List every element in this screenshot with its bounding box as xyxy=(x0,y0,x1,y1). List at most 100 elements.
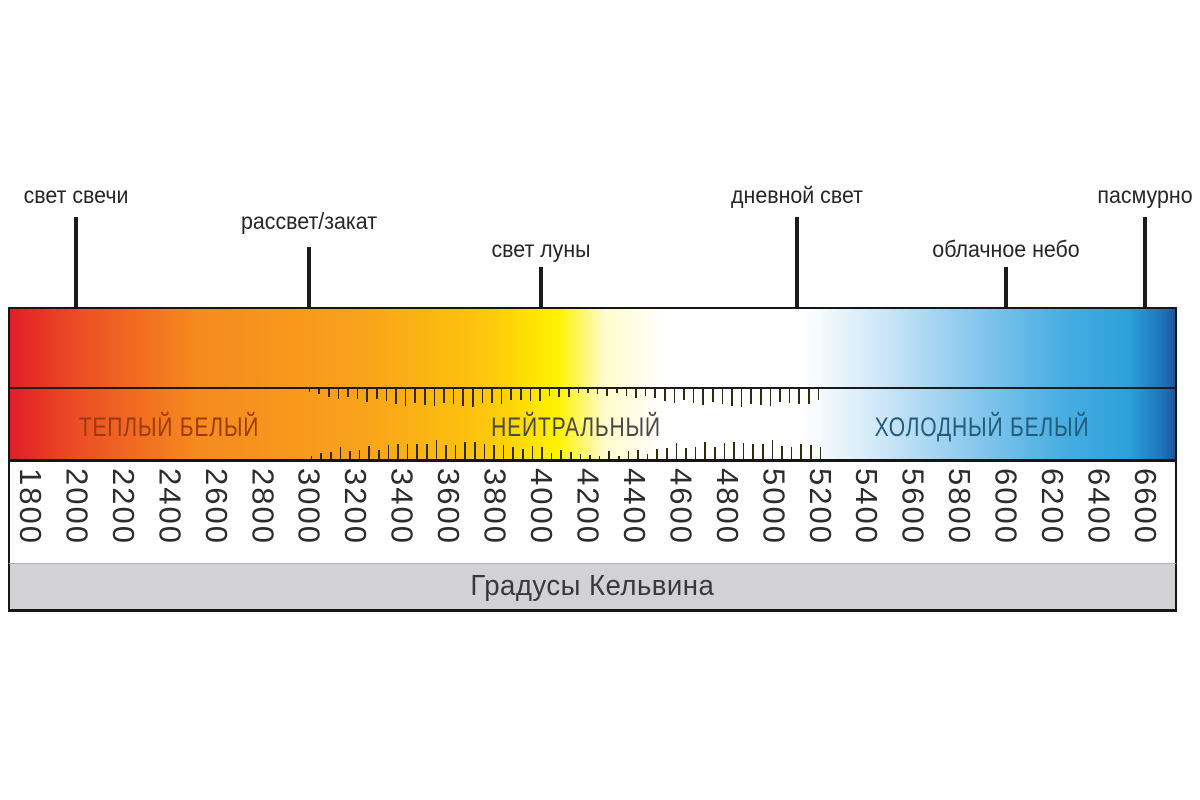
kelvin-tick-label: 4600 xyxy=(663,468,699,545)
tick-top xyxy=(606,389,609,396)
kelvin-tick-label: 5200 xyxy=(802,468,838,545)
tick-top xyxy=(462,389,465,406)
tick-bottom xyxy=(483,443,486,459)
tick-bottom xyxy=(781,445,783,459)
bar-divider-line xyxy=(10,387,1175,389)
tick-bottom xyxy=(704,442,707,459)
tick-bottom xyxy=(819,446,822,459)
tick-bottom xyxy=(742,442,745,459)
tick-top xyxy=(625,389,628,396)
tick-bottom xyxy=(790,446,793,459)
tick-bottom xyxy=(435,440,438,459)
kelvin-tick-label: 3800 xyxy=(477,468,513,545)
tick-bottom xyxy=(579,453,582,459)
tick-top xyxy=(702,389,705,405)
kelvin-tick-label: 5800 xyxy=(942,468,978,545)
zone-label: ТЕПЛЫЙ БЕЛЫЙ xyxy=(79,412,260,442)
figure: ТЕПЛЫЙ БЕЛЫЙ НЕЙТРАЛЬНЫЙ ХОЛОДНЫЙ БЕЛЫЙ 18… xyxy=(8,307,1177,612)
tick-top xyxy=(375,389,378,400)
tick-bottom xyxy=(733,442,735,459)
tick-top xyxy=(673,389,676,404)
tick-bottom xyxy=(550,453,553,459)
tick-top xyxy=(788,389,791,403)
kelvin-tick-label: 4800 xyxy=(709,468,745,545)
tick-top xyxy=(318,389,321,395)
marker-label: пасмурно xyxy=(1097,182,1193,208)
kelvin-tick-label: 5400 xyxy=(849,468,885,545)
kelvin-tick-label: 1800 xyxy=(13,468,48,545)
kelvin-tick-label: 6600 xyxy=(1127,468,1163,545)
tick-top xyxy=(337,389,340,400)
tick-bottom xyxy=(320,453,323,459)
tick-bottom xyxy=(809,444,812,459)
marker-leader-line xyxy=(306,247,311,348)
tick-top xyxy=(366,389,369,402)
tick-top xyxy=(567,389,570,398)
marker-label: дневной свет xyxy=(730,182,863,208)
tick-top xyxy=(327,389,330,397)
tick-top xyxy=(548,389,551,397)
tick-top xyxy=(423,389,426,405)
tick-top xyxy=(443,389,445,403)
kelvin-tick-label: 2800 xyxy=(245,468,281,545)
kelvin-tick-label: 2400 xyxy=(152,468,188,545)
marker-label: свет свечи xyxy=(24,182,129,208)
unit-label: Градусы Кельвина xyxy=(470,570,715,602)
tick-top xyxy=(635,389,637,399)
tick-bottom xyxy=(694,446,697,459)
tick-top xyxy=(510,389,513,400)
tick-bottom xyxy=(752,443,755,459)
tick-top xyxy=(798,389,801,404)
tick-top xyxy=(692,389,695,403)
kelvin-tick-label: 5000 xyxy=(756,468,792,545)
kelvin-tick-label: 3200 xyxy=(338,468,374,545)
tick-bottom xyxy=(569,451,572,459)
tick-top xyxy=(414,389,417,403)
tick-top xyxy=(404,389,407,406)
kelvin-tick-label: 2200 xyxy=(105,468,141,545)
tick-top xyxy=(740,389,743,408)
tick-bottom xyxy=(637,449,639,459)
tick-top xyxy=(663,389,666,401)
tick-top xyxy=(711,389,714,402)
tick-bottom xyxy=(685,447,687,459)
tick-top xyxy=(807,389,810,405)
tick-bottom xyxy=(713,446,716,459)
tick-bottom xyxy=(560,450,563,459)
tick-bottom xyxy=(339,447,342,459)
kelvin-tick-label: 5600 xyxy=(895,468,931,545)
tick-top xyxy=(654,389,657,399)
kelvin-tick-label: 3000 xyxy=(291,468,327,545)
tick-top xyxy=(721,389,724,404)
tick-bottom xyxy=(425,444,428,459)
tick-top xyxy=(529,389,532,401)
tick-bottom xyxy=(521,448,524,459)
kelvin-tick-label: 3600 xyxy=(431,468,467,545)
color-temperature-gradient-bar: ТЕПЛЫЙ БЕЛЫЙ НЕЙТРАЛЬНЫЙ ХОЛОДНЫЙ БЕЛЫЙ xyxy=(8,307,1177,462)
tick-bottom xyxy=(512,447,515,459)
tick-bottom xyxy=(656,448,659,459)
tick-bottom xyxy=(531,445,534,459)
tick-top xyxy=(347,389,349,397)
marker-label: рассвет/закат xyxy=(240,208,377,234)
tick-bottom xyxy=(541,446,543,459)
zone-label: ХОЛОДНЫЙ БЕЛЫЙ xyxy=(875,412,1090,442)
tick-bottom xyxy=(329,452,332,459)
tick-bottom xyxy=(646,453,649,459)
tick-bottom xyxy=(368,445,371,459)
tick-top xyxy=(587,389,589,393)
tick-bottom xyxy=(598,455,601,459)
tick-top xyxy=(558,389,561,397)
tick-bottom xyxy=(675,443,678,459)
marker-leader-line xyxy=(74,217,79,348)
tick-top xyxy=(596,389,599,394)
tick-bottom xyxy=(493,444,495,459)
tick-top xyxy=(683,389,685,401)
marker-label: свет луны xyxy=(491,236,591,262)
marker-leader-line xyxy=(1142,217,1147,348)
tick-bottom xyxy=(723,442,726,459)
kelvin-tick-label: 4200 xyxy=(570,468,606,545)
kelvin-tick-label: 4000 xyxy=(524,468,560,545)
tick-top xyxy=(769,389,772,406)
